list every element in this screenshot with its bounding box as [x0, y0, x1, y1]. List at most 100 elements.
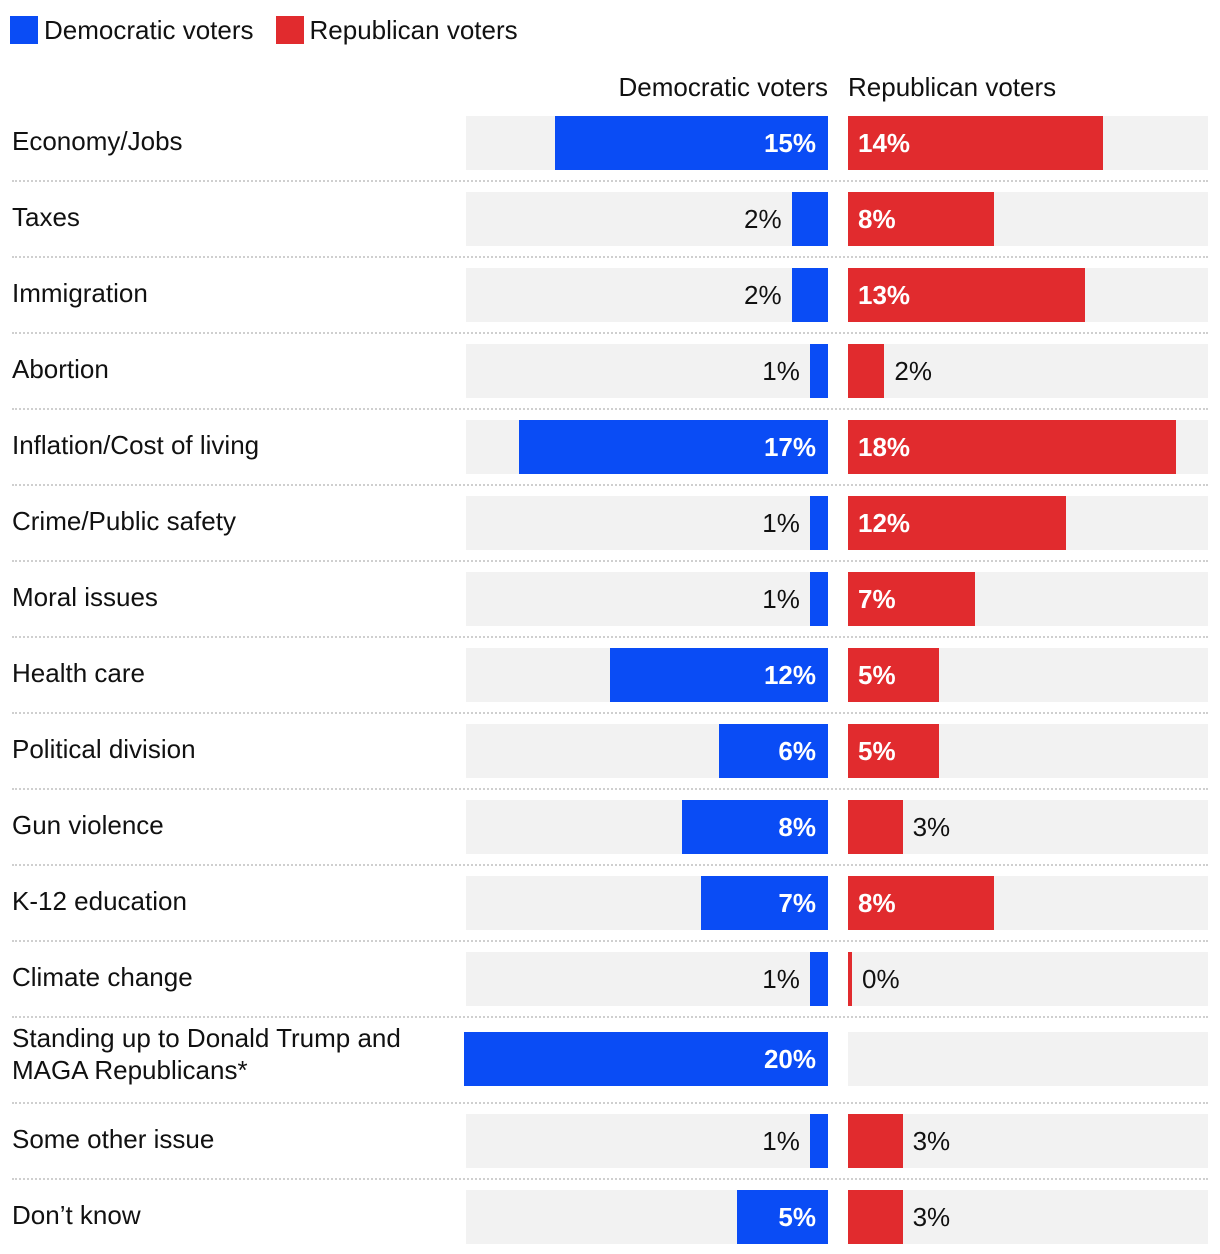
- chart-row: Immigration 2% 13%: [0, 256, 1220, 332]
- track-rep: 3%: [848, 1114, 1208, 1168]
- legend-item-rep: Republican voters: [275, 14, 518, 46]
- track-dem: 1%: [466, 1114, 828, 1168]
- track-rep: 5%: [848, 724, 1208, 778]
- track-rep: 7%: [848, 572, 1208, 626]
- chart-row: Abortion 1% 2%: [0, 332, 1220, 408]
- bar-rep: [848, 496, 1067, 550]
- value-label-rep: 0%: [862, 964, 900, 994]
- value-label-rep: 3%: [912, 812, 951, 842]
- value-label-dem: 17%: [763, 432, 816, 462]
- track-rep: 8%: [848, 192, 1208, 246]
- bar-dem: [682, 800, 828, 854]
- row-separator: [12, 864, 1208, 866]
- chart-row: Economy/Jobs 15% 14%: [0, 104, 1220, 180]
- value-label-rep: 5%: [858, 736, 896, 766]
- chart-row: Health care 12% 5%: [0, 636, 1220, 712]
- legend-swatch-rep: [275, 16, 304, 44]
- bar-dem: [555, 116, 828, 170]
- track-dem: 1%: [466, 496, 828, 550]
- track-dem: 8%: [466, 800, 828, 854]
- category-label: Gun violence: [12, 810, 164, 840]
- track-rep: 5%: [848, 648, 1208, 702]
- chart-row: Some other issue 1% 3%: [0, 1102, 1220, 1178]
- value-label-dem: 12%: [763, 660, 816, 690]
- category-label: Standing up to Donald Trump and MAGA Rep…: [12, 1023, 401, 1085]
- bar-rep: [848, 344, 885, 398]
- value-label-rep: 5%: [858, 660, 896, 690]
- category-label: Health care: [12, 658, 145, 688]
- row-separator: [12, 332, 1208, 334]
- row-separator: [12, 408, 1208, 410]
- value-label-dem: 2%: [744, 280, 782, 310]
- value-label-dem: 20%: [763, 1044, 816, 1074]
- category-label: Political division: [12, 734, 196, 764]
- category-label: Economy/Jobs: [12, 126, 183, 156]
- value-label-rep: 2%: [894, 356, 932, 386]
- bar-rep: [848, 952, 852, 1006]
- value-label-dem: 6%: [778, 736, 816, 766]
- bar-rep: [848, 268, 1085, 322]
- value-label-rep: 7%: [858, 584, 896, 614]
- chart-row: Don’t know 5% 3%: [0, 1178, 1220, 1254]
- chart-row: Moral issues 1% 7%: [0, 560, 1220, 636]
- value-label-dem: 2%: [744, 204, 782, 234]
- bar-dem: [737, 1190, 828, 1244]
- category-label: Moral issues: [12, 582, 158, 612]
- chart-row: Gun violence 8% 3%: [0, 788, 1220, 864]
- track-dem: 2%: [466, 192, 828, 246]
- track-dem: 1%: [466, 572, 828, 626]
- legend-label-dem: Democratic voters: [44, 14, 254, 45]
- value-label-rep: 3%: [912, 1202, 951, 1232]
- row-separator: [12, 788, 1208, 790]
- track-dem: 7%: [466, 876, 828, 930]
- value-label-dem: 15%: [763, 128, 816, 158]
- chart-row: Standing up to Donald Trump and MAGA Rep…: [0, 1016, 1220, 1102]
- bar-rep: [848, 876, 994, 930]
- bar-rep: [848, 648, 939, 702]
- bar-dem: [609, 648, 828, 702]
- row-separator: [12, 1016, 1208, 1018]
- track-rep: 14%: [848, 116, 1208, 170]
- bar-dem: [518, 420, 828, 474]
- row-separator: [12, 1102, 1208, 1104]
- bar-dem: [718, 724, 828, 778]
- value-label-rep: 13%: [858, 280, 911, 310]
- track-dem: 20%: [464, 1032, 828, 1086]
- value-label-dem: 1%: [762, 1126, 800, 1156]
- track-dem: 17%: [466, 420, 828, 474]
- value-label-rep: 8%: [858, 888, 896, 918]
- bar-dem: [809, 952, 828, 1006]
- value-label-rep: 12%: [858, 508, 911, 538]
- bar-dem: [809, 572, 828, 626]
- bar-dem: [791, 268, 828, 322]
- row-separator: [12, 636, 1208, 638]
- track-dem: 2%: [466, 268, 828, 322]
- track-dem: 15%: [466, 116, 828, 170]
- row-separator: [12, 940, 1208, 942]
- track-rep: 3%: [848, 800, 1208, 854]
- track-rep: 12%: [848, 496, 1208, 550]
- value-label-rep: 3%: [912, 1126, 951, 1156]
- value-label-rep: 14%: [858, 128, 911, 158]
- value-label-dem: 1%: [762, 356, 800, 386]
- category-label: Inflation/Cost of living: [12, 430, 260, 460]
- value-label-dem: 1%: [762, 508, 800, 538]
- track-rep: 3%: [848, 1190, 1208, 1244]
- category-label: Some other issue: [12, 1124, 215, 1154]
- row-separator: [12, 256, 1208, 258]
- legend: Democratic voters Republican voters: [10, 14, 540, 46]
- column-header-dem: Democratic voters: [618, 72, 829, 102]
- track-dem: 1%: [466, 952, 828, 1006]
- bar-rep: [848, 116, 1103, 170]
- category-label: Taxes: [12, 202, 80, 232]
- track-dem: 12%: [466, 648, 828, 702]
- chart-row: Crime/Public safety 1% 12%: [0, 484, 1220, 560]
- legend-label-rep: Republican voters: [309, 14, 518, 45]
- row-separator: [12, 1178, 1208, 1180]
- track-rep: 18%: [848, 420, 1208, 474]
- bar-dem: [809, 1114, 828, 1168]
- row-separator: [12, 560, 1208, 562]
- chart-row: K-12 education 7% 8%: [0, 864, 1220, 940]
- chart-row: Climate change 1% 0%: [0, 940, 1220, 1016]
- value-label-dem: 1%: [762, 964, 800, 994]
